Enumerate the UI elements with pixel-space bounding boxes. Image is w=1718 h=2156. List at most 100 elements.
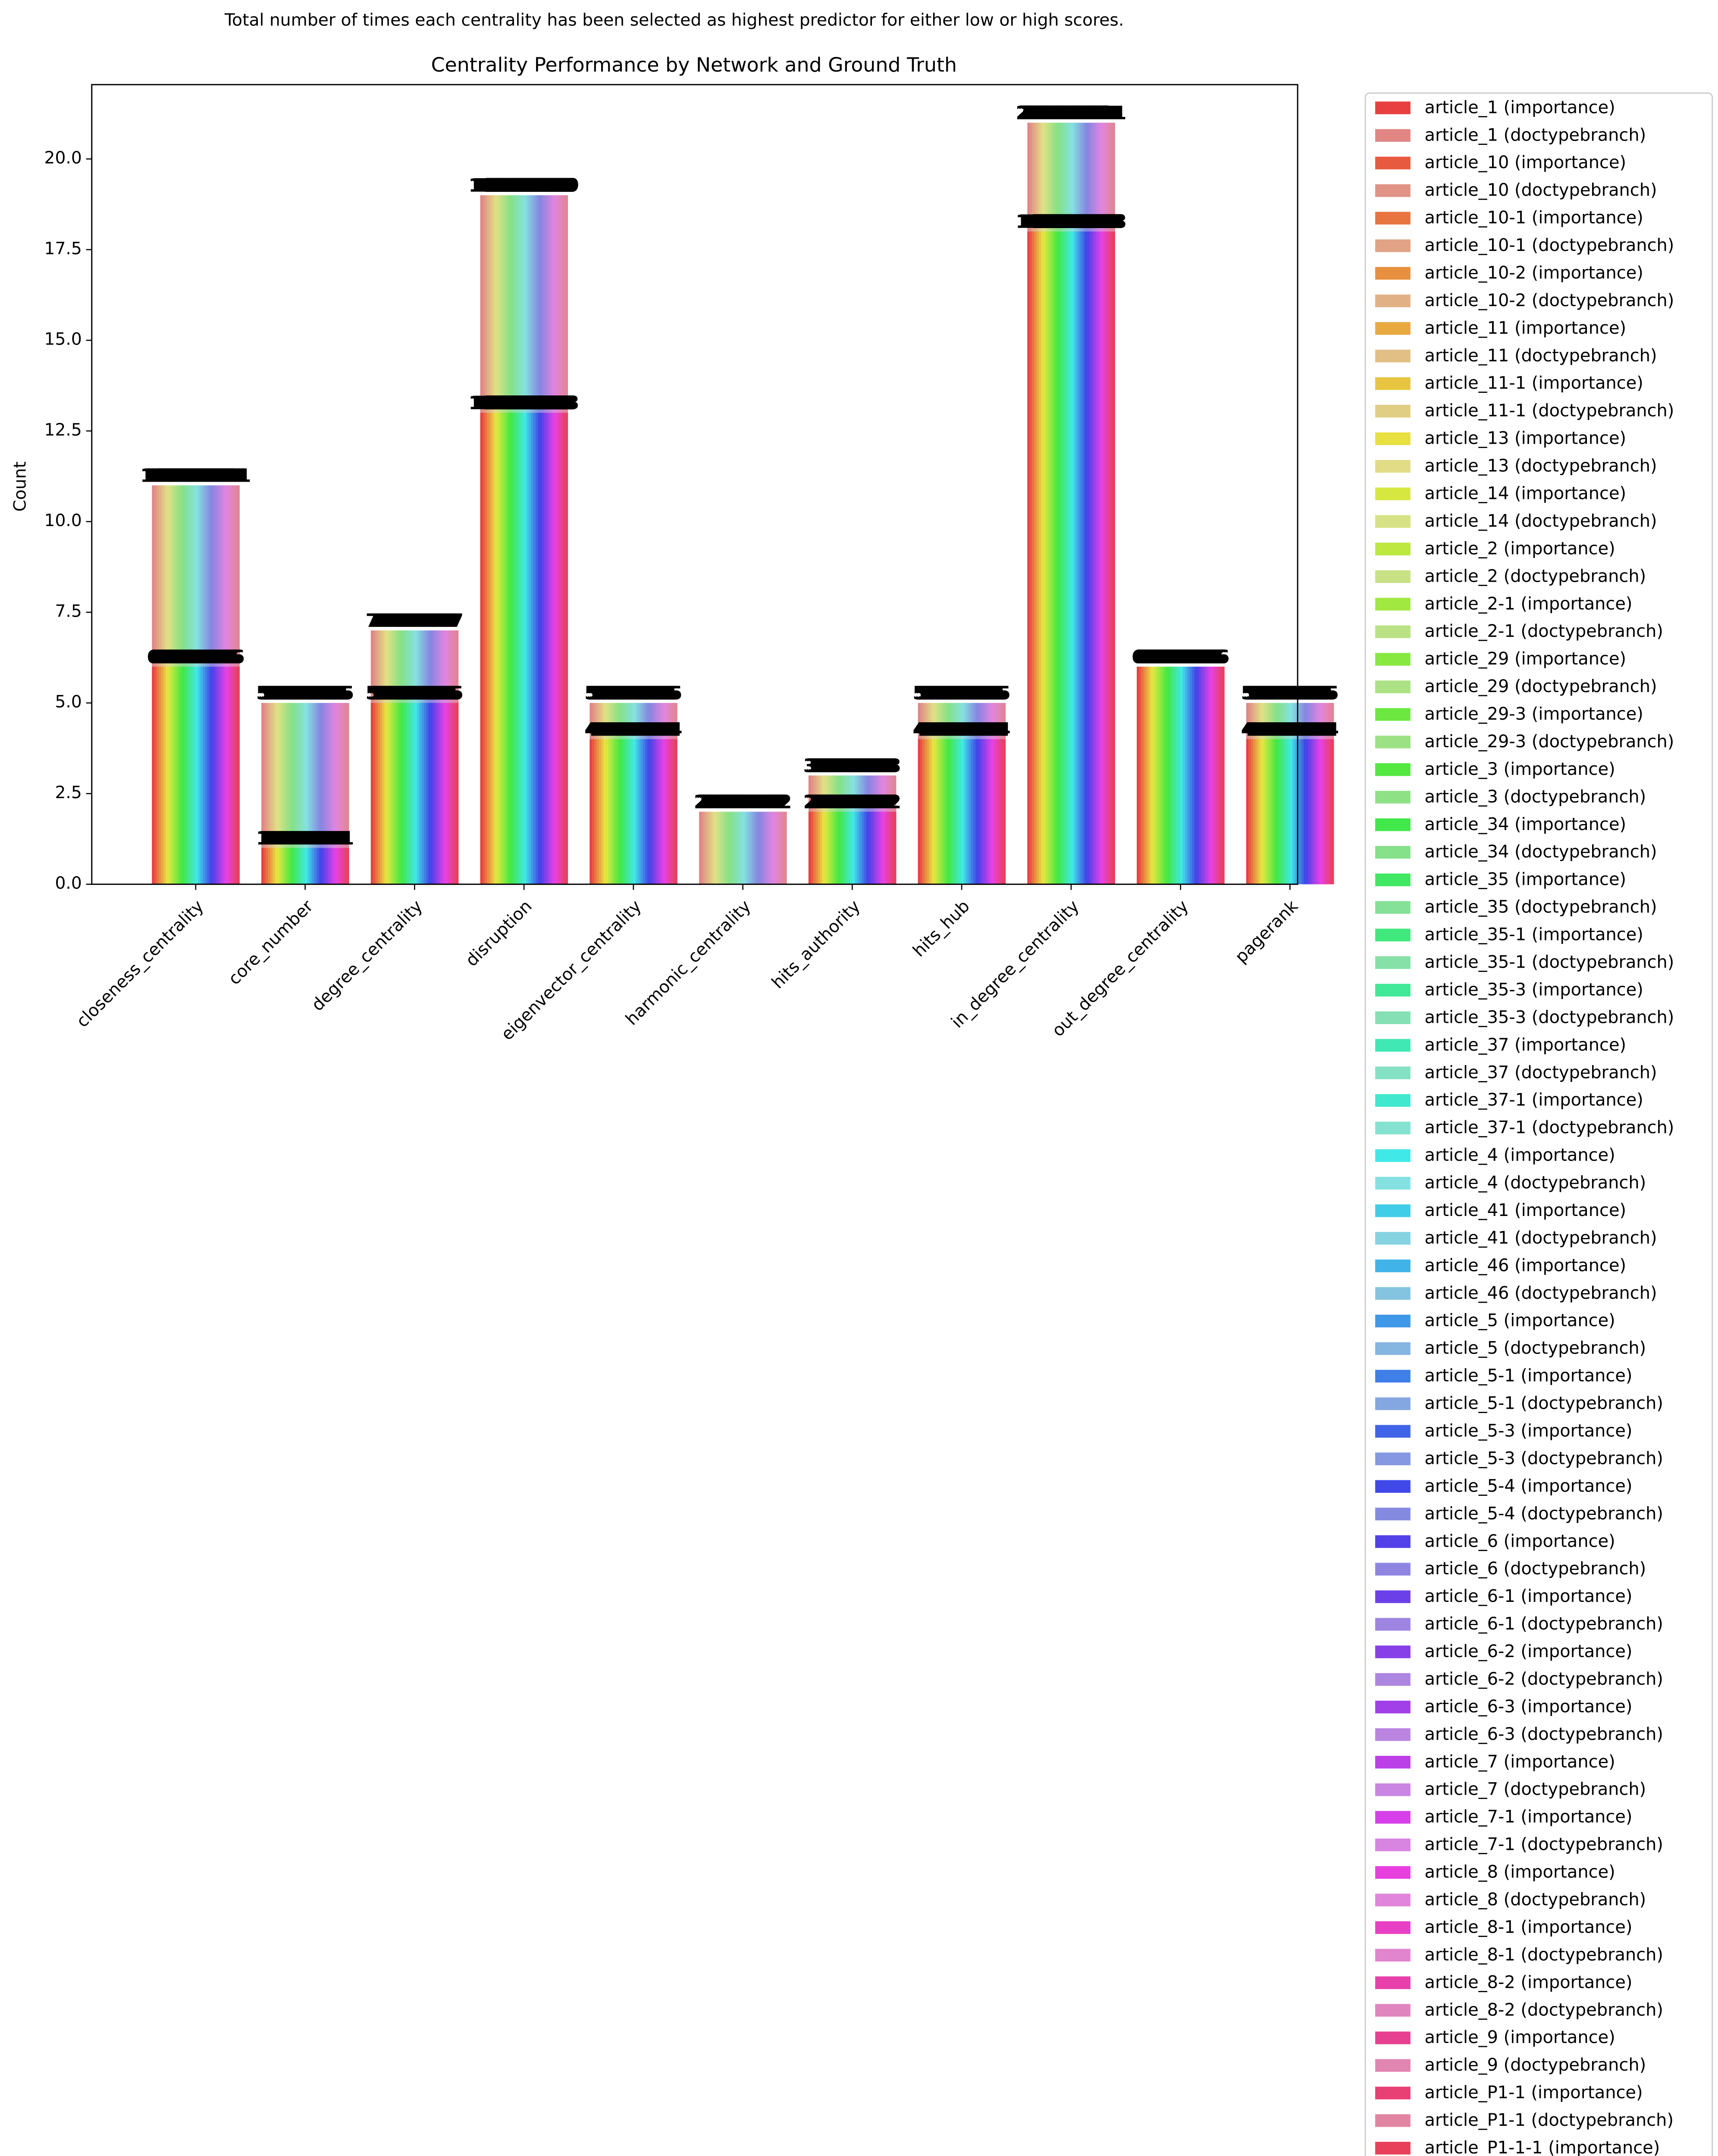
data-label: 5 <box>314 683 327 704</box>
bar <box>864 812 866 884</box>
data-label: 4 <box>661 719 674 740</box>
legend-label: article_P1-1 (doctypebranch) <box>1425 2110 1674 2130</box>
data-label: 19 <box>533 175 558 197</box>
data-label: 6 <box>1185 647 1198 668</box>
bar <box>1304 739 1307 884</box>
data-label: 11 <box>221 465 246 486</box>
data-label: 5 <box>439 683 452 704</box>
bar <box>337 848 340 884</box>
bar <box>152 667 155 884</box>
bar <box>927 739 930 884</box>
data-label: 5 <box>270 683 283 704</box>
data-label: 6 <box>1154 647 1167 668</box>
bar <box>1292 739 1295 884</box>
data-label: 7 <box>405 611 418 632</box>
data-label: 5 <box>956 683 969 704</box>
data-label: 4 <box>945 719 958 740</box>
data-label: 1 <box>309 828 322 849</box>
data-label: 5 <box>446 683 459 704</box>
legend-swatch <box>1375 2031 1411 2044</box>
data-label: 11 <box>186 465 212 486</box>
bar <box>592 739 595 884</box>
data-label: 5 <box>963 683 976 704</box>
data-label: 21 <box>1016 103 1041 124</box>
data-label: 18 <box>1020 212 1046 233</box>
data-label: 4 <box>1305 719 1318 740</box>
data-label: 11 <box>198 465 223 486</box>
bar <box>335 703 338 884</box>
data-label: 21 <box>1060 103 1085 124</box>
data-label: 13 <box>498 393 524 414</box>
data-label: 5 <box>1310 683 1323 704</box>
data-label: 13 <box>503 393 529 414</box>
bar <box>163 667 166 884</box>
data-label: 4 <box>959 719 972 740</box>
legend-label: article_5 (doctypebranch) <box>1425 1338 1646 1358</box>
bar <box>1106 231 1108 884</box>
bar <box>346 848 349 884</box>
data-label: 1 <box>325 828 338 849</box>
bar <box>622 739 624 884</box>
data-label: 11 <box>159 465 184 486</box>
data-label: 6 <box>1141 647 1154 668</box>
bar <box>159 667 162 884</box>
data-label: 13 <box>554 393 579 414</box>
data-label: 4 <box>993 719 1006 740</box>
data-label: 2 <box>745 792 758 813</box>
y-tick-label: 5.0 <box>55 693 82 712</box>
data-label: 5 <box>448 683 461 704</box>
bar <box>847 812 850 884</box>
data-label: 6 <box>1194 647 1207 668</box>
data-label: 4 <box>1260 719 1273 740</box>
data-label: 5 <box>342 683 354 704</box>
bar <box>198 667 201 884</box>
data-label: 6 <box>195 647 208 668</box>
bar <box>273 703 276 884</box>
data-label: 6 <box>151 647 164 668</box>
bar <box>1187 667 1190 884</box>
data-label: 5 <box>979 683 992 704</box>
data-label: 21 <box>1055 103 1080 124</box>
legend-swatch <box>1375 901 1411 914</box>
data-label: 1 <box>270 828 283 849</box>
data-label: 6 <box>1205 647 1218 668</box>
data-label: 4 <box>991 719 1004 740</box>
data-label: 6 <box>1166 647 1179 668</box>
data-label: 5 <box>931 683 944 704</box>
data-label: 19 <box>503 175 529 197</box>
data-label: 2 <box>817 792 830 813</box>
data-label: 5 <box>384 683 397 704</box>
data-label: 6 <box>1182 647 1195 668</box>
data-label: 5 <box>293 683 306 704</box>
data-label: 4 <box>663 719 676 740</box>
data-label: 11 <box>143 465 168 486</box>
data-label: 4 <box>637 719 650 740</box>
bar <box>929 739 932 884</box>
bar <box>266 848 269 884</box>
data-label: 5 <box>936 683 949 704</box>
data-label: 4 <box>1282 719 1295 740</box>
plot-frame <box>91 84 1298 885</box>
data-label: 19 <box>517 175 542 197</box>
legend-swatch <box>1375 846 1411 859</box>
data-label: 7 <box>370 611 383 632</box>
data-label: 5 <box>330 683 343 704</box>
data-label: 4 <box>963 719 976 740</box>
bar <box>179 667 182 884</box>
bar <box>186 667 189 884</box>
data-label: 4 <box>943 719 956 740</box>
bar <box>850 812 853 884</box>
bar <box>955 739 957 884</box>
data-label: 19 <box>508 175 533 197</box>
data-label: 4 <box>1301 719 1314 740</box>
data-label: 5 <box>619 683 632 704</box>
data-label: 18 <box>1016 212 1041 233</box>
bar <box>344 703 347 884</box>
data-label: 2 <box>715 792 727 813</box>
data-label: 5 <box>651 683 664 704</box>
data-label: 3 <box>812 755 825 777</box>
data-label: 5 <box>400 683 413 704</box>
data-label: 11 <box>145 465 170 486</box>
bar <box>1151 667 1154 884</box>
bar <box>857 812 859 884</box>
